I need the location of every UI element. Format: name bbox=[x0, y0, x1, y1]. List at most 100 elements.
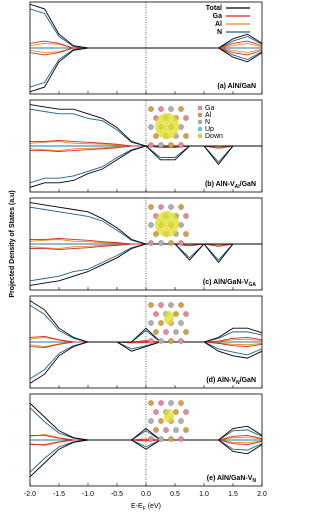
dos-curve bbox=[30, 341, 262, 380]
plot-area bbox=[30, 198, 262, 290]
dos-curve bbox=[30, 341, 262, 384]
atom bbox=[173, 409, 179, 415]
atom bbox=[173, 329, 179, 335]
panel-label: (e) AlN/GaN-VN bbox=[207, 475, 257, 484]
inset-legend-label: Down bbox=[205, 133, 223, 140]
x-tick-label: -2.0 bbox=[24, 491, 36, 498]
plot-area bbox=[30, 100, 262, 192]
text-part: (d) AlN-V bbox=[206, 377, 236, 384]
plot-area bbox=[30, 394, 262, 486]
dos-curve bbox=[30, 439, 262, 478]
spin-density bbox=[164, 409, 174, 423]
atom bbox=[158, 320, 164, 326]
atom bbox=[148, 338, 154, 344]
inset-legend-label: Ga bbox=[205, 105, 214, 112]
text-part: (c) AlN/GaN-V bbox=[203, 279, 249, 286]
atom bbox=[148, 240, 154, 246]
subscript: F bbox=[143, 506, 146, 512]
atom bbox=[148, 124, 154, 130]
atom bbox=[178, 222, 184, 228]
atom bbox=[158, 418, 164, 424]
atom bbox=[183, 311, 189, 317]
atom bbox=[148, 142, 154, 148]
atom bbox=[153, 329, 159, 335]
x-tick-label: -0.5 bbox=[111, 491, 123, 498]
inset-legend-label: N bbox=[205, 119, 210, 126]
atom bbox=[153, 409, 159, 415]
plot-area bbox=[30, 296, 262, 388]
dos-curve bbox=[30, 300, 262, 343]
plot-area bbox=[30, 2, 262, 94]
atom bbox=[183, 231, 189, 237]
inset-legend-label: Al bbox=[205, 112, 212, 119]
atom bbox=[153, 427, 159, 433]
subscript: N bbox=[252, 478, 256, 484]
dos-curve bbox=[30, 145, 262, 188]
atom bbox=[158, 204, 164, 210]
dos-curve bbox=[30, 434, 262, 441]
atom bbox=[158, 142, 164, 148]
text-part: /GaN bbox=[240, 377, 256, 384]
atom bbox=[178, 400, 184, 406]
atom bbox=[183, 115, 189, 121]
x-tick-label: 2.0 bbox=[257, 491, 267, 498]
atom bbox=[153, 133, 159, 139]
atom bbox=[148, 400, 154, 406]
atom bbox=[178, 418, 184, 424]
atom bbox=[148, 320, 154, 326]
atom bbox=[178, 142, 184, 148]
inset-legend-dot bbox=[197, 112, 203, 118]
spin-density bbox=[155, 113, 179, 139]
legend-label: Al bbox=[215, 21, 222, 28]
atom bbox=[178, 338, 184, 344]
atom bbox=[173, 311, 179, 317]
atom bbox=[153, 231, 159, 237]
atom bbox=[168, 436, 174, 442]
atom bbox=[148, 106, 154, 112]
atom bbox=[168, 106, 174, 112]
dos-curve bbox=[30, 439, 262, 446]
x-axis-label: E-EF (eV) bbox=[131, 503, 161, 512]
atom bbox=[178, 302, 184, 308]
atom bbox=[168, 302, 174, 308]
atom bbox=[173, 427, 179, 433]
atom bbox=[148, 204, 154, 210]
y-axis-label: Projected Density of States (a.u) bbox=[9, 190, 16, 297]
atom bbox=[148, 222, 154, 228]
dos-curve bbox=[30, 47, 262, 93]
atom bbox=[158, 338, 164, 344]
dos-curve bbox=[30, 341, 262, 348]
text-part: (eV) bbox=[146, 503, 161, 510]
panel-label: (a) AlN/GaN bbox=[217, 83, 256, 90]
atom bbox=[168, 204, 174, 210]
x-tick-label: -1.0 bbox=[82, 491, 94, 498]
inset-legend-label: Up bbox=[205, 126, 214, 133]
text-part: (a) AlN/GaN bbox=[217, 83, 256, 90]
subscript: N bbox=[236, 380, 240, 386]
dos-curve bbox=[30, 336, 262, 343]
atom bbox=[183, 427, 189, 433]
atom bbox=[183, 329, 189, 335]
legend-label: Ga bbox=[213, 13, 222, 20]
atom bbox=[183, 213, 189, 219]
atom bbox=[148, 436, 154, 442]
legend-label: Total bbox=[206, 5, 222, 12]
atom bbox=[168, 400, 174, 406]
atom bbox=[148, 418, 154, 424]
atom bbox=[178, 240, 184, 246]
atom bbox=[158, 106, 164, 112]
atom bbox=[178, 320, 184, 326]
atom bbox=[163, 329, 169, 335]
dos-curve bbox=[30, 439, 262, 473]
atom bbox=[158, 302, 164, 308]
dos-curve bbox=[30, 402, 262, 441]
legend-label: N bbox=[217, 29, 222, 36]
x-tick-label: 1.5 bbox=[228, 491, 238, 498]
dos-curve bbox=[30, 3, 262, 49]
atom bbox=[178, 106, 184, 112]
atom bbox=[178, 204, 184, 210]
atom bbox=[178, 436, 184, 442]
atom bbox=[158, 400, 164, 406]
x-tick-label: 0.5 bbox=[170, 491, 180, 498]
